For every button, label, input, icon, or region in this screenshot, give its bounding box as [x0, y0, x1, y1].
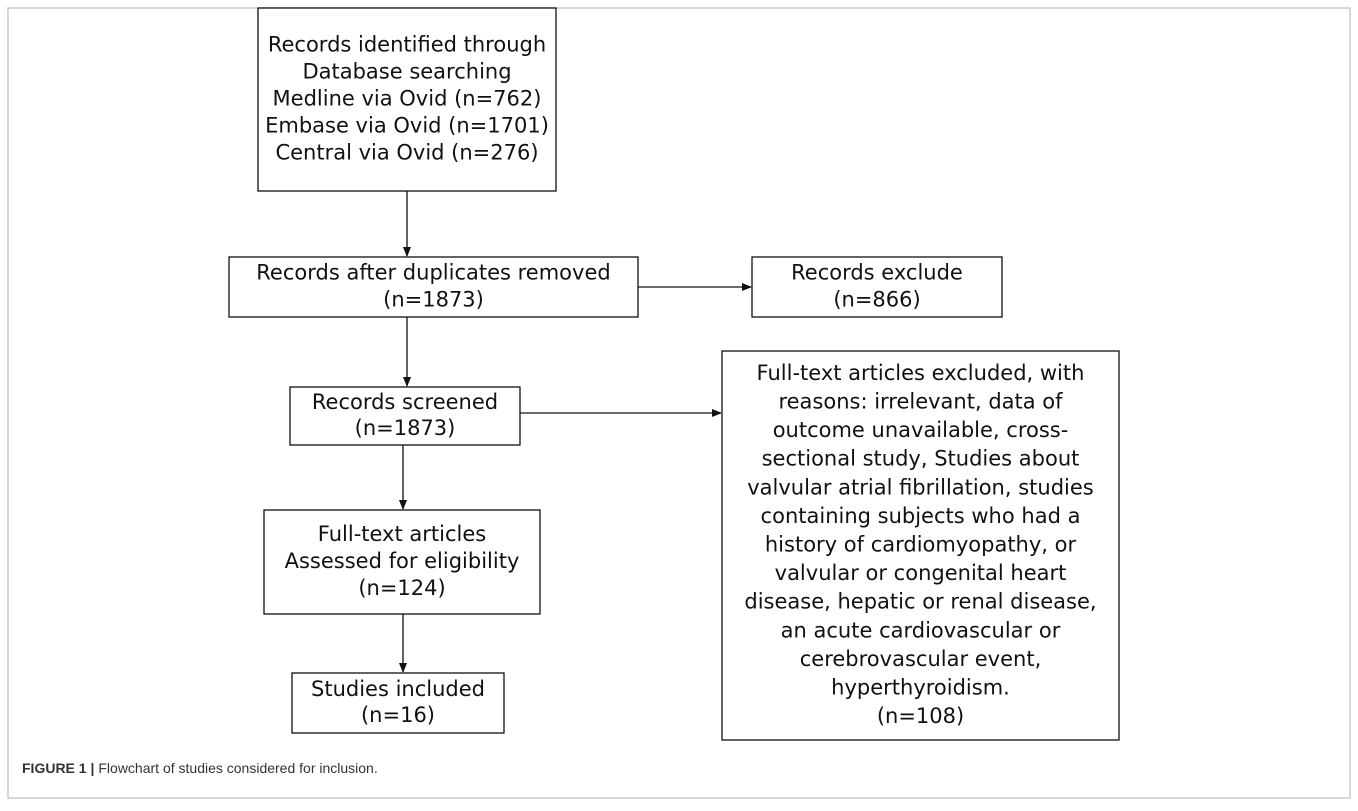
box-line: Records after duplicates removed — [256, 261, 610, 285]
caption-label: FIGURE 1 | — [22, 760, 94, 776]
box-line: Records exclude — [791, 261, 963, 285]
flow-box — [228, 256, 639, 318]
box-line: sectional study, Studies about — [762, 447, 1080, 471]
box-line: an acute cardiovascular or — [781, 618, 1061, 642]
box-line: Assessed for eligibility — [285, 549, 520, 573]
box-line: Medline via Ovid (n=762) — [273, 87, 542, 111]
box-line: hyperthyroidism. — [831, 676, 1010, 700]
box-line: Full-text articles — [318, 522, 486, 546]
flow-box — [257, 7, 557, 192]
arrows — [399, 191, 752, 673]
box-line: containing subjects who had a — [761, 504, 1081, 528]
box-line: Studies included — [311, 677, 485, 701]
box-line: outcome unavailable, cross- — [773, 418, 1069, 442]
box-line: history of cardiomyopathy, or — [765, 533, 1077, 557]
box-line: (n=16) — [361, 703, 435, 727]
flow-box — [291, 672, 505, 734]
caption-text: Flowchart of studies considered for incl… — [98, 760, 377, 776]
box-line: (n=1873) — [355, 416, 456, 440]
box-line: Records screened — [312, 390, 498, 414]
flow-box — [721, 350, 1120, 741]
caption: FIGURE 1 | Flowchart of studies considere… — [22, 760, 378, 776]
box-line: valvular atrial fibrillation, studies — [747, 475, 1093, 499]
box-line: (n=866) — [833, 288, 920, 312]
box-line: Records identified through — [268, 33, 546, 57]
figure-frame — [7, 7, 1351, 799]
box-line: (n=108) — [877, 704, 964, 728]
box-line: (n=1873) — [383, 288, 484, 312]
flow-box — [751, 256, 1003, 318]
box-line: Embase via Ovid (n=1701) — [265, 114, 549, 138]
flow-box — [263, 509, 541, 615]
box-line: (n=124) — [358, 576, 445, 600]
box-line: Full-text articles excluded, with — [757, 361, 1085, 385]
box-line: valvular or congenital heart — [775, 561, 1067, 585]
box-line: reasons: irrelevant, data of — [778, 390, 1063, 414]
flow-box — [289, 386, 521, 446]
box-line: Database searching — [302, 60, 511, 84]
box-line: Central via Ovid (n=276) — [275, 141, 538, 165]
box-line: cerebrovascular event, — [800, 647, 1042, 671]
box-line: disease, hepatic or renal disease, — [744, 590, 1096, 614]
